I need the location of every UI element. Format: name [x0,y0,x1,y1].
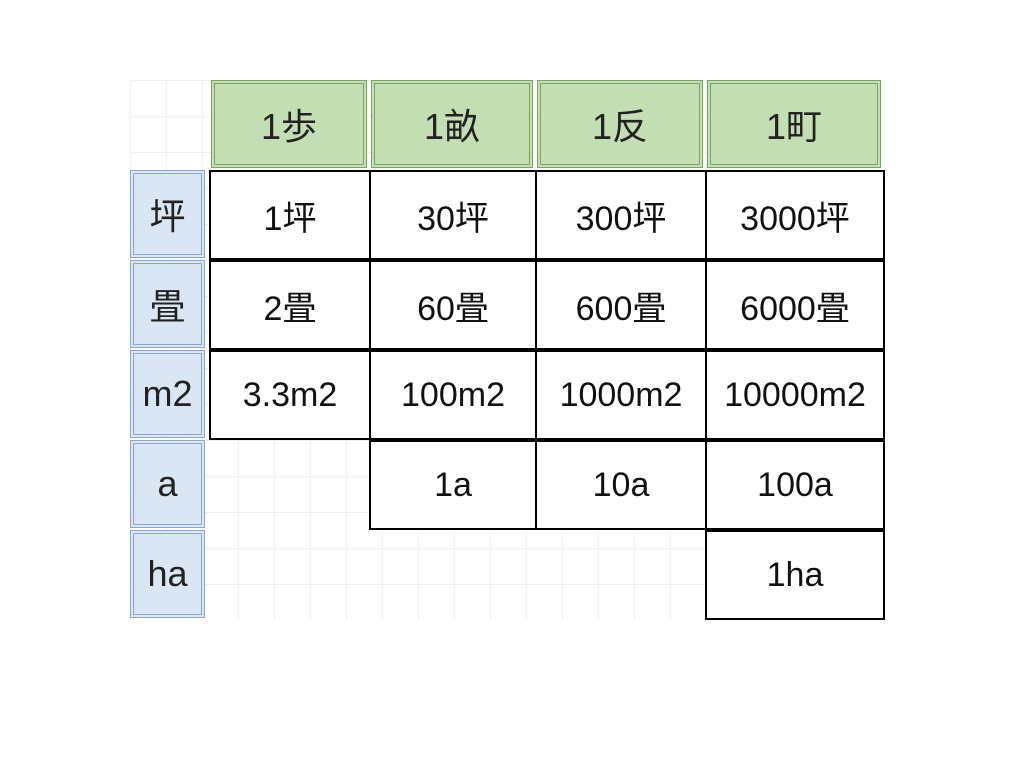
column-header: 1反 [537,80,703,168]
table-cell: 6000畳 [705,260,885,350]
table-cell: 10a [535,440,707,530]
table-cell: 100m2 [369,350,537,440]
table-cell: 600畳 [535,260,707,350]
table-cell: 300坪 [535,170,707,260]
column-header: 1歩 [211,80,367,168]
table-cell-value: 60畳 [417,281,489,330]
row-header: a [130,440,205,528]
column-header-label: 1歩 [261,98,317,150]
table-cell: 3000坪 [705,170,885,260]
row-header: m2 [130,350,205,438]
row-header-label: 畳 [149,278,185,330]
table-cell-value: 6000畳 [740,281,850,330]
table-cell: 10000m2 [705,350,885,440]
column-header: 1町 [707,80,881,168]
table-cell: 3.3m2 [209,350,371,440]
table-cell-value: 1坪 [264,191,317,240]
table-cell-value: 30坪 [417,191,489,240]
table-cell-value: 300坪 [576,191,667,240]
row-header-label: 坪 [149,188,185,240]
table-cell: 1000m2 [535,350,707,440]
row-header-label: a [157,463,177,505]
table-cell-value: 1a [434,466,472,505]
table-cell-value: 3000坪 [740,191,850,240]
table-cell: 1a [369,440,537,530]
table-cell: 60畳 [369,260,537,350]
table-cell: 1ha [705,530,885,620]
table-cell-value: 2畳 [264,281,317,330]
table-cell: 100a [705,440,885,530]
table-cell-value: 1000m2 [560,376,683,415]
column-header-label: 1畝 [424,98,480,150]
table-cell-value: 100m2 [401,376,505,415]
table-cell: 2畳 [209,260,371,350]
table-cell: 30坪 [369,170,537,260]
column-header: 1畝 [371,80,533,168]
row-header: ha [130,530,205,618]
column-header-label: 1町 [766,98,822,150]
row-header-label: ha [147,553,187,595]
row-header: 坪 [130,170,205,258]
row-header: 畳 [130,260,205,348]
table-cell-value: 10000m2 [724,376,866,415]
table-cell-value: 1ha [767,556,824,595]
table-cell-value: 10a [593,466,650,505]
table-cell-value: 100a [757,466,833,505]
row-header-label: m2 [142,373,192,415]
table-cell-value: 3.3m2 [243,376,338,415]
column-header-label: 1反 [592,98,648,150]
table-cell-value: 600畳 [576,281,667,330]
table-cell: 1坪 [209,170,371,260]
